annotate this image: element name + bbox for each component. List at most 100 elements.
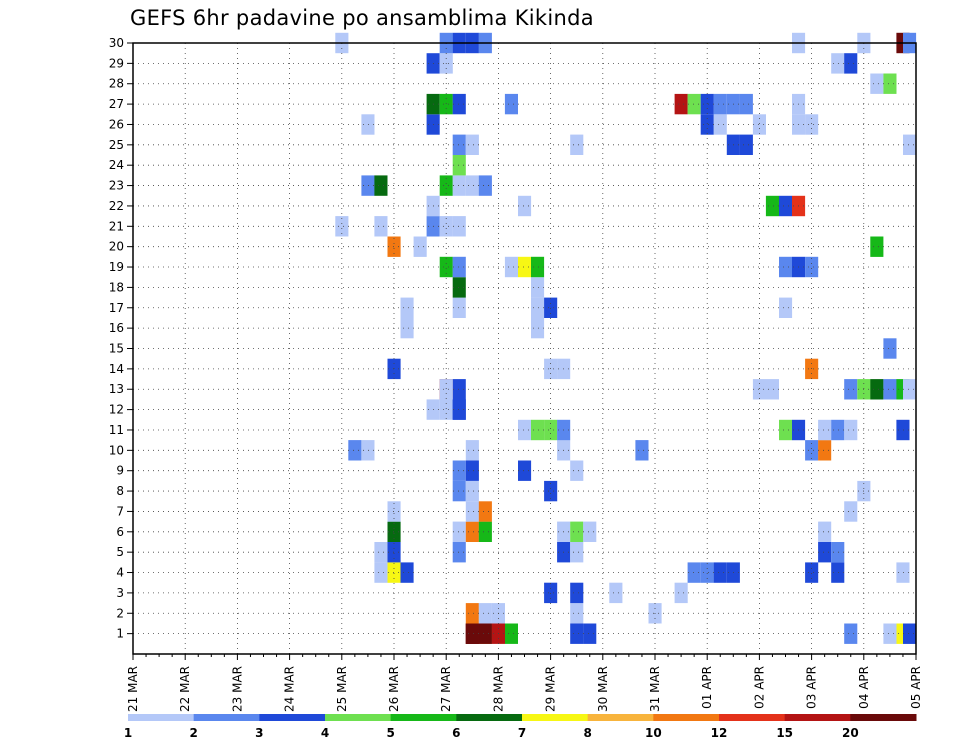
precip-cell (779, 195, 793, 217)
legend-tick-label: 20 (842, 726, 859, 740)
precip-cell (883, 379, 897, 400)
y-tick-label: 9 (116, 464, 124, 478)
precip-cell (570, 521, 584, 542)
legend-swatch (456, 714, 523, 721)
legend-swatch (719, 714, 786, 721)
y-tick-label: 28 (109, 77, 124, 91)
precip-cell (883, 73, 897, 94)
y-tick-label: 17 (109, 301, 124, 315)
precip-cell (374, 562, 388, 583)
precip-cell (518, 256, 532, 278)
precip-cell (478, 623, 492, 644)
precip-cell (361, 440, 375, 461)
precip-cell (504, 256, 518, 278)
precip-cell (531, 317, 545, 339)
y-tick-label: 2 (116, 606, 124, 620)
precip-cell (518, 195, 532, 217)
precip-cell (439, 399, 453, 420)
precip-cell (635, 440, 649, 461)
legend-tick-label: 4 (321, 726, 329, 740)
precip-cell (452, 542, 466, 563)
x-tick-label: 03 APR (805, 666, 819, 709)
x-tick-label: 29 MAR (544, 666, 558, 712)
precip-cell (713, 114, 727, 135)
precip-cell (439, 175, 453, 196)
precip-cell (439, 216, 453, 237)
precip-cell (465, 603, 479, 624)
precip-cell (452, 399, 466, 420)
precip-cell (504, 623, 518, 644)
legend-tick-label: 7 (518, 726, 526, 740)
precip-cell (844, 501, 858, 522)
precip-cell (531, 297, 545, 318)
precip-cell (544, 419, 558, 441)
legend-tick-label: 5 (386, 726, 394, 740)
precip-cell (831, 53, 845, 74)
legend-tick-label: 8 (583, 726, 591, 740)
y-tick-label: 5 (116, 545, 124, 559)
precip-cell (713, 93, 727, 115)
legend-swatch (128, 714, 195, 721)
x-tick-label: 22 MAR (178, 666, 192, 712)
precip-cell (413, 236, 427, 257)
y-tick-label: 13 (109, 382, 124, 396)
precip-cell (674, 582, 688, 604)
legend-swatch (193, 714, 260, 721)
precip-cell (478, 603, 492, 624)
precip-cell (870, 236, 884, 257)
legend-swatch (522, 714, 589, 721)
precip-cell (374, 175, 388, 196)
precip-cell (570, 134, 584, 155)
precip-cell (896, 562, 910, 583)
precip-cell (700, 93, 714, 115)
precip-cell (335, 216, 349, 237)
precip-cell (531, 277, 545, 298)
precip-cell (805, 562, 819, 583)
precip-cell (452, 277, 466, 298)
precip-cell (831, 542, 845, 563)
precip-cell (818, 521, 832, 542)
precip-cell (465, 521, 479, 542)
y-tick-label: 6 (116, 525, 124, 539)
y-tick-label: 24 (109, 158, 124, 172)
legend-swatch (653, 714, 720, 721)
x-tick-label: 02 APR (752, 666, 766, 709)
precip-cell (465, 175, 479, 196)
precip-cell (518, 460, 532, 481)
y-tick-label: 20 (109, 240, 124, 254)
legend-swatch (259, 714, 326, 721)
y-tick-label: 15 (109, 342, 124, 356)
precip-cell (570, 582, 584, 604)
precip-cell (452, 480, 466, 502)
precip-cell (779, 297, 793, 318)
precip-cell (348, 440, 362, 461)
precip-cell (400, 317, 414, 339)
y-tick-label: 16 (109, 321, 124, 335)
precip-cell (583, 623, 597, 644)
x-tick-label: 23 MAR (230, 666, 244, 712)
color-legend: 1 2 3 4 5 6 7 8 10 12 15 20 (124, 714, 917, 740)
precip-cell (831, 562, 845, 583)
precip-cell (609, 582, 623, 604)
y-tick-label: 12 (109, 403, 124, 417)
precip-cell (765, 379, 779, 400)
precip-cell (570, 623, 584, 644)
y-tick-label: 25 (109, 138, 124, 152)
precip-cell (452, 460, 466, 481)
precip-cell (805, 114, 819, 135)
precip-cell (570, 542, 584, 563)
precip-cell (465, 460, 479, 481)
precip-cell (374, 542, 388, 563)
precip-cell (700, 114, 714, 135)
precip-cell (387, 501, 401, 522)
precip-cell (805, 256, 819, 278)
y-tick-label: 27 (109, 97, 124, 111)
precip-cell (903, 623, 917, 644)
precip-cell (531, 256, 545, 278)
legend-tick-label: 2 (189, 726, 197, 740)
precip-cell (870, 379, 884, 400)
precip-cell (779, 419, 793, 441)
y-tick-label: 30 (109, 36, 124, 50)
legend-tick-label: 3 (255, 726, 263, 740)
